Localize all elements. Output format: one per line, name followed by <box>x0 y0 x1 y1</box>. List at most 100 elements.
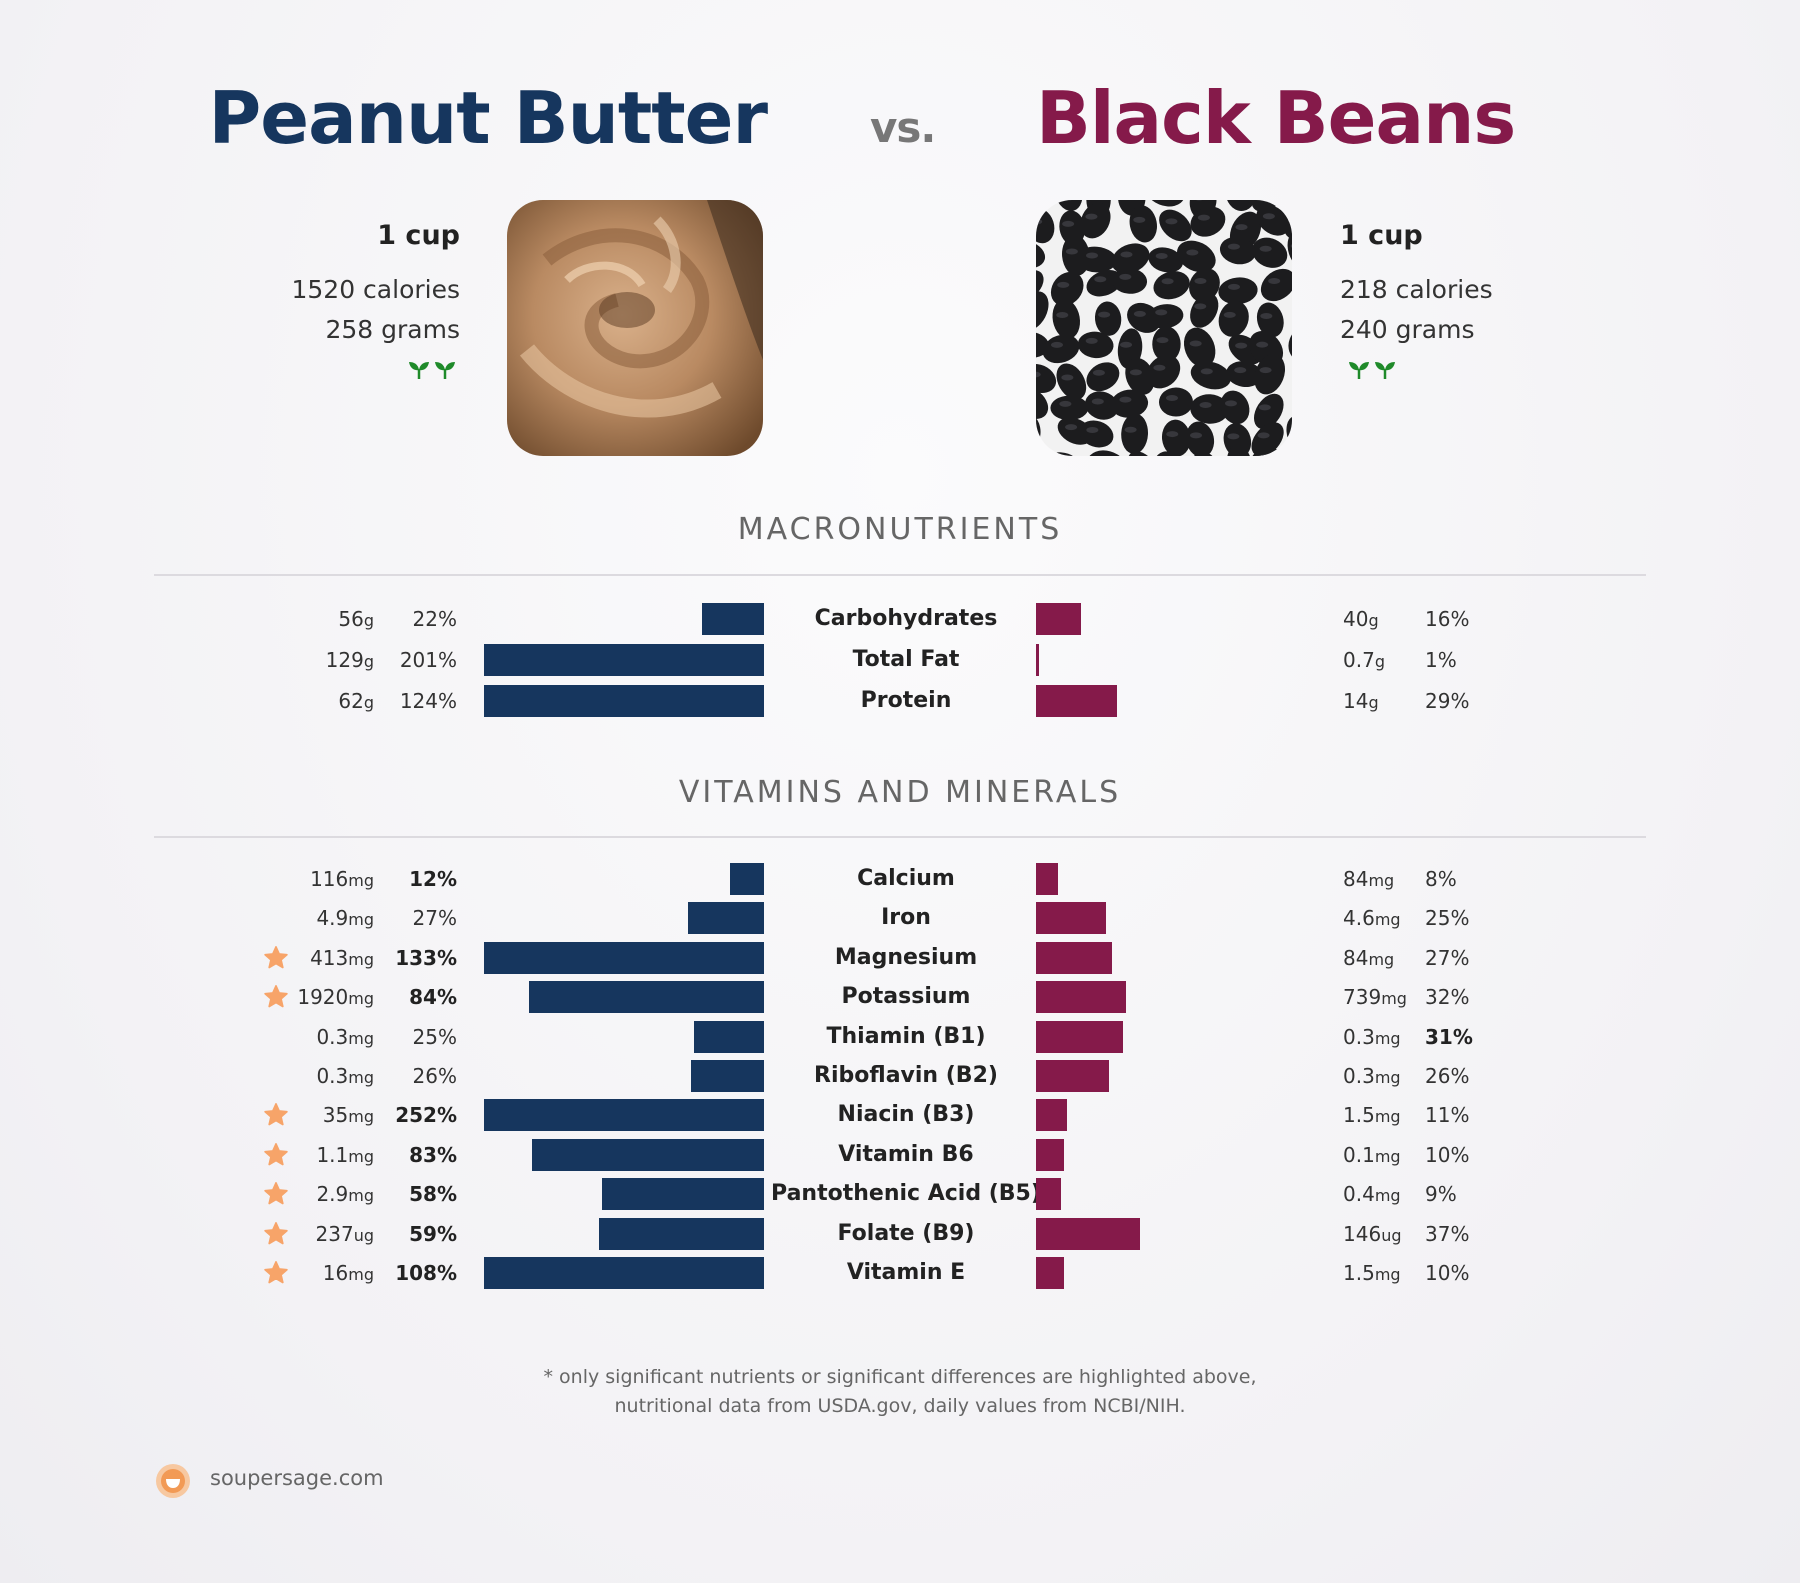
left-bar <box>531 1138 764 1171</box>
left-percent: 58% <box>409 1182 457 1207</box>
left-amount-value: 237 <box>315 1221 354 1246</box>
right-percent: 9% <box>1425 1182 1457 1207</box>
right-amount: 146ug <box>1343 1218 1401 1250</box>
left-amount: 0.3mg <box>316 1021 374 1053</box>
vitamins-heading: VITAMINS AND MINERALS <box>678 775 1122 810</box>
left-amount-unit: g <box>363 693 374 712</box>
best-value-star-icon <box>262 1099 292 1131</box>
nutrient-row: 4.9mg 27% Iron 4.6mg 25% <box>0 902 1800 935</box>
right-percent: 10% <box>1425 1142 1470 1167</box>
right-amount-value: 4.6 <box>1343 906 1375 931</box>
footnote-line-2: nutritional data from USDA.gov, daily va… <box>614 1395 1186 1417</box>
right-amount: 84mg <box>1343 863 1394 895</box>
right-amount-value: 0.4 <box>1343 1182 1375 1207</box>
right-bar <box>1036 1178 1062 1211</box>
best-value-star-icon <box>262 1178 292 1210</box>
right-calories: 218 calories <box>1340 275 1493 304</box>
right-grams: 240 grams <box>1340 315 1475 344</box>
right-amount: 0.4mg <box>1343 1178 1401 1210</box>
right-amount-unit: mg <box>1374 1186 1401 1206</box>
left-amount-value: 129 <box>325 648 364 672</box>
right-percent: 26% <box>1425 1064 1470 1088</box>
right-percent: 32% <box>1425 985 1470 1010</box>
right-bar <box>1036 863 1059 895</box>
left-bar <box>484 644 764 676</box>
best-value-star-icon <box>262 1257 292 1289</box>
left-bar <box>691 1060 764 1092</box>
right-amount: 1.5mg <box>1343 1257 1401 1289</box>
right-amount-unit: mg <box>1368 949 1395 969</box>
right-amount: 739mg <box>1343 981 1407 1013</box>
right-amount-unit: mg <box>1374 1146 1401 1166</box>
right-amount: 40g <box>1343 603 1379 635</box>
vitamins-divider <box>154 836 1646 838</box>
nutrient-label: Magnesium <box>834 944 978 970</box>
nutrient-row: 16mg 108% Vitamin E 1.5mg 10% <box>0 1257 1800 1289</box>
nutrient-row: 237ug 59% Folate (B9) 146ug 37% <box>0 1217 1800 1250</box>
sprout-icon <box>1374 360 1396 384</box>
left-grams: 258 grams <box>325 315 460 344</box>
right-percent: 10% <box>1425 1261 1470 1285</box>
macronutrients-heading: MACRONUTRIENTS <box>737 512 1063 547</box>
best-value-star-icon <box>262 1218 292 1250</box>
left-amount-unit: mg <box>348 1028 374 1048</box>
macronutrients-divider <box>154 574 1646 576</box>
right-bar <box>1036 644 1039 676</box>
left-percent: 133% <box>395 945 457 970</box>
right-amount-value: 14 <box>1343 689 1369 713</box>
nutrient-row: 413mg 133% Magnesium 84mg 27% <box>0 941 1800 974</box>
left-bar <box>688 902 764 935</box>
right-bar <box>1036 1217 1140 1250</box>
right-amount: 84mg <box>1343 942 1394 974</box>
left-amount-value: 62 <box>338 689 364 713</box>
nutrient-label: Riboflavin (B2) <box>814 1063 998 1088</box>
left-amount-unit: mg <box>348 871 374 890</box>
nutrient-label: Potassium <box>841 984 971 1010</box>
black-beans-image <box>1036 200 1292 456</box>
left-percent: 201% <box>399 648 457 672</box>
nutrient-row: 1920mg 84% Potassium 739mg 32% <box>0 981 1800 1014</box>
nutrient-row: 1.1mg 83% Vitamin B6 0.1mg 10% <box>0 1138 1800 1171</box>
right-amount: 0.7g <box>1343 644 1385 676</box>
peanut-butter-image <box>507 200 763 456</box>
best-value-star-icon <box>262 1139 292 1171</box>
footnote-line-1: * only significant nutrients or signific… <box>543 1366 1257 1388</box>
left-amount: 116mg <box>310 863 374 895</box>
right-bar <box>1036 902 1106 935</box>
right-amount: 0.3mg <box>1343 1060 1401 1092</box>
right-amount-unit: mg <box>1374 1028 1401 1048</box>
left-amount-value: 413 <box>310 945 349 970</box>
left-amount-unit: mg <box>348 1107 374 1127</box>
nutrient-label: Vitamin B6 <box>838 1141 974 1167</box>
left-food-title: Peanut Butter <box>208 76 768 160</box>
right-amount-unit: mg <box>1374 1107 1401 1127</box>
nutrient-row: 2.9mg 58% Pantothenic Acid (B5) 0.4mg 9% <box>0 1178 1800 1211</box>
right-amount-unit: mg <box>1374 1265 1401 1284</box>
right-serving: 1 cup <box>1340 220 1423 251</box>
right-percent: 8% <box>1425 867 1457 891</box>
right-amount-value: 0.3 <box>1343 1024 1375 1049</box>
left-percent: 25% <box>412 1024 457 1049</box>
left-amount: 1.1mg <box>316 1139 374 1171</box>
right-amount: 0.1mg <box>1343 1139 1401 1171</box>
left-amount: 62g <box>338 685 374 717</box>
right-bar <box>1036 1257 1064 1289</box>
right-amount: 0.3mg <box>1343 1021 1401 1053</box>
brand-link[interactable]: soupersage.com <box>210 1466 384 1490</box>
nutrient-label: Calcium <box>857 866 955 891</box>
right-amount-value: 739 <box>1343 985 1382 1010</box>
left-amount: 16mg <box>323 1257 374 1289</box>
left-bar <box>484 1257 764 1289</box>
left-percent: 252% <box>395 1103 457 1128</box>
right-percent: 16% <box>1425 607 1470 631</box>
left-amount-unit: mg <box>348 1265 374 1284</box>
left-bar <box>694 1020 764 1053</box>
right-amount-unit: mg <box>1368 871 1395 890</box>
right-amount-unit: g <box>1368 611 1379 630</box>
right-amount: 14g <box>1343 685 1379 717</box>
left-bar <box>702 603 764 635</box>
soupersage-logo-icon[interactable] <box>154 1462 192 1504</box>
left-bar <box>601 1178 764 1211</box>
left-bar <box>484 1099 764 1132</box>
right-amount-value: 1.5 <box>1343 1261 1375 1285</box>
